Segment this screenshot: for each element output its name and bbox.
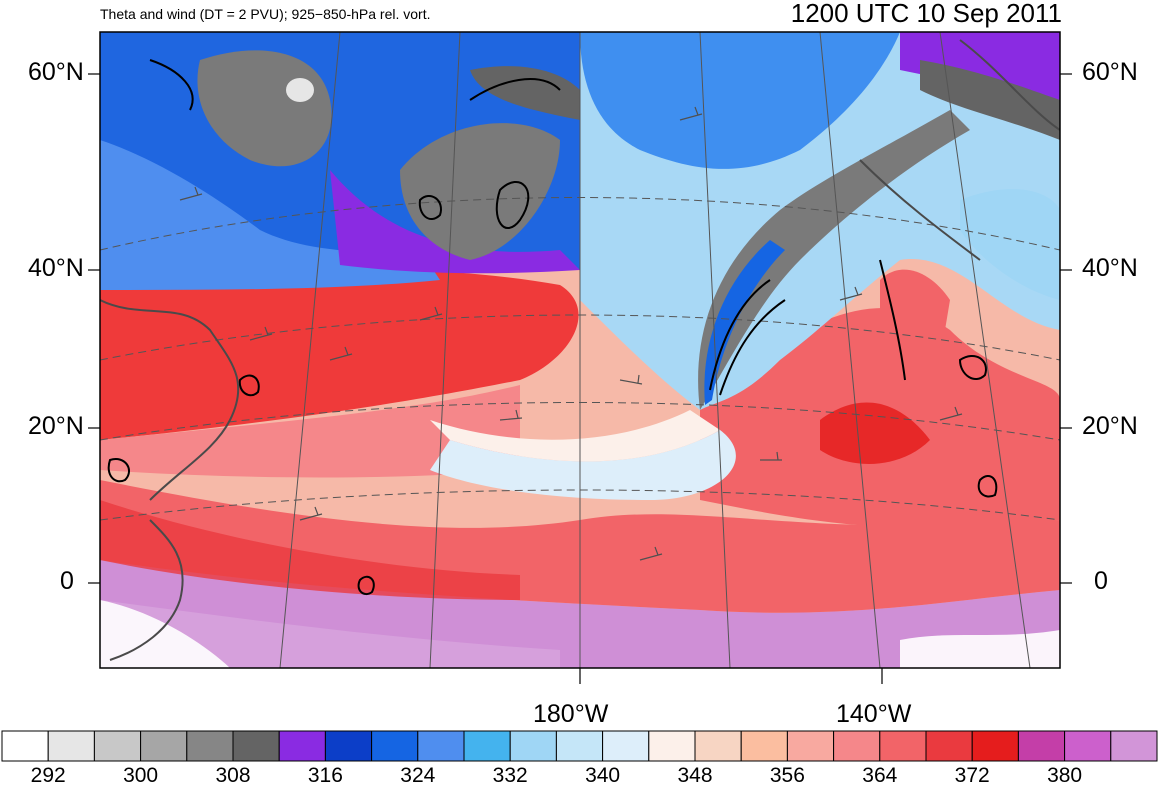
colorbar-swatch (371, 730, 419, 762)
colorbar-swatch (555, 730, 604, 762)
ticks (88, 73, 1072, 684)
lat-label-20n-right: 20°N (1082, 412, 1138, 440)
lat-label-40n-right: 40°N (1082, 254, 1138, 282)
colorbar-swatch (740, 730, 788, 762)
colorbar-swatch (186, 730, 234, 762)
colorbar-swatch (278, 730, 326, 762)
colorbar-swatch (232, 730, 280, 762)
colorbar-label: 332 (492, 764, 528, 787)
colorbar-swatch (47, 730, 95, 762)
colorbar-label: 316 (307, 764, 343, 787)
lat-label-40n-left: 40°N (28, 254, 84, 282)
colorbar-swatch (925, 730, 973, 762)
colorbar-swatch (324, 730, 373, 762)
colorbar-swatch (694, 730, 742, 762)
colorbar-label: 380 (1047, 764, 1083, 787)
colorbar-label: 348 (677, 764, 713, 787)
theta-field (100, 32, 1060, 668)
colorbar-swatch (833, 730, 881, 762)
map-panel (88, 31, 1072, 684)
colorbar-swatch (93, 730, 142, 762)
lat-label-20n-left: 20°N (28, 412, 84, 440)
colorbar-label: 364 (862, 764, 898, 787)
colorbar-swatch (971, 730, 1019, 762)
colorbar-swatch (1, 730, 49, 762)
plot-title: Theta and wind (DT = 2 PVU); 925−850-hPa… (100, 6, 431, 22)
colorbar-swatch (879, 730, 927, 762)
vorticity-contours (107, 59, 998, 596)
colorbar-label: 356 (769, 764, 805, 787)
valid-time-title: 1200 UTC 10 Sep 2011 (790, 0, 1062, 28)
meridians (279, 32, 1031, 668)
colorbar-swatch (509, 730, 557, 762)
lat-label-60n-right: 60°N (1082, 58, 1138, 86)
colorbar-swatch (602, 730, 650, 762)
colorbar-swatch (648, 730, 696, 762)
colorbar-label: 308 (215, 764, 251, 787)
lat-label-0-right: 0 (1094, 567, 1108, 595)
colorbar-label: 292 (30, 764, 66, 787)
coastlines (100, 39, 1060, 661)
lat-label-0-left: 0 (60, 567, 74, 595)
colorbar-swatch (463, 730, 511, 762)
lon-label-180w: 180°W (533, 700, 609, 728)
colorbar-swatch (140, 730, 188, 762)
colorbar (1, 730, 1158, 762)
colorbar-label: 300 (123, 764, 159, 787)
colorbar-swatch (1064, 730, 1112, 762)
colorbar-label: 340 (585, 764, 621, 787)
colorbar-label: 324 (400, 764, 436, 787)
colorbar-label: 372 (954, 764, 990, 787)
colorbar-swatch (1017, 730, 1066, 762)
colorbar-swatch (417, 730, 465, 762)
wind-barbs (179, 106, 963, 561)
colorbar-swatch (1110, 730, 1158, 762)
colorbar-swatch (786, 730, 835, 762)
lon-label-140w: 140°W (836, 700, 912, 728)
lat-label-60n-left: 60°N (28, 58, 84, 86)
